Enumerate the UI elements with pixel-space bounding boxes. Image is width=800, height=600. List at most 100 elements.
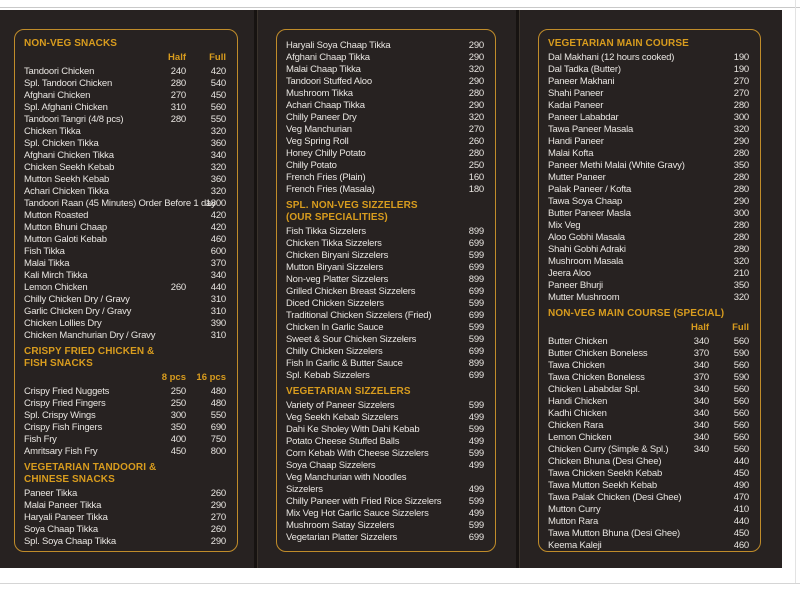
item-price-full: 440 — [733, 456, 749, 467]
item-name: Mutton Bhuni Chaap — [24, 222, 108, 233]
item-name: Diced Chicken Sizzelers — [286, 298, 384, 309]
panel-fold-divider-highlight — [519, 10, 520, 568]
menu-item-row: Malai Chaap Tikka 320 — [286, 64, 484, 76]
item-name: Kadai Paneer — [548, 100, 604, 111]
item-name: Handi Chicken — [548, 396, 608, 407]
menu-item-row: Variety of Paneer Sizzelers 599 — [286, 400, 484, 412]
item-name: Aloo Gobhi Masala — [548, 232, 625, 243]
menu-item-row: Spl. Soya Chaap Tikka 290 — [24, 536, 226, 548]
item-name: Veg Manchurian with Noodles — [286, 472, 407, 483]
item-price-full: 310 — [210, 330, 226, 341]
menu-item-row: Mix Veg 280 — [548, 220, 749, 232]
item-name: Kali Mirch Tikka — [24, 270, 88, 281]
item-price-full: 560 — [733, 360, 749, 371]
menu-items-list: Crispy Fried Nuggets 250 480 Crispy Fried F… — [24, 386, 226, 458]
menu-item-row: Chicken Manchurian Dry / Gravy 310 — [24, 330, 226, 342]
menu-item-row: Tandoori Stuffed Aloo 290 — [286, 76, 484, 88]
menu-item-row: Paneer Tikka 260 — [24, 488, 226, 500]
item-name: Mutton Biryani Sizzelers — [286, 262, 384, 273]
item-name: Chilly Paneer with Fried Rice Sizzelers — [286, 496, 442, 507]
item-price-full: 290 — [733, 136, 749, 147]
menu-item-row: Traditional Chicken Sizzelers (Fried) 699 — [286, 310, 484, 322]
item-price-half: 340 — [693, 408, 709, 419]
menu-sheet: NON-VEG SNACKS Half Full Tandoori Chicken 24… — [0, 10, 782, 568]
item-price-full: 590 — [733, 348, 749, 359]
item-price-full: 560 — [733, 420, 749, 431]
item-name: French Fries (Masala) — [286, 184, 375, 195]
item-name: Grilled Chicken Breast Sizzelers — [286, 286, 416, 297]
item-price-full: 599 — [468, 400, 484, 411]
item-price-full: 390 — [210, 318, 226, 329]
item-name: Honey Chilly Potato — [286, 148, 366, 159]
item-price-full: 250 — [468, 160, 484, 171]
menu-item-row: Tandoori Raan (45 Minutes) Order Before … — [24, 198, 226, 210]
menu-item-row: Butter Chicken 340 560 — [548, 336, 749, 348]
item-name: Tawa Mutton Seekh Kebab — [548, 480, 657, 491]
menu-item-row: Handi Paneer 290 — [548, 136, 749, 148]
item-price-half: 450 — [170, 446, 186, 457]
menu-section: NON-VEG SNACKS Half Full Tandoori Chicken 24… — [24, 38, 226, 342]
item-price-full: 290 — [468, 100, 484, 111]
item-price-full: 280 — [733, 244, 749, 255]
menu-item-row: Mushroom Tikka 280 — [286, 88, 484, 100]
price-column-header-half: Half — [168, 52, 186, 63]
item-price-full: 599 — [468, 334, 484, 345]
menu-item-row: Malai Kofta 280 — [548, 148, 749, 160]
item-price-full: 699 — [468, 286, 484, 297]
item-name: Soya Chaap Tikka — [24, 524, 98, 535]
item-price-full: 410 — [733, 504, 749, 515]
menu-item-row: Shahi Paneer 270 — [548, 88, 749, 100]
item-price-full: 160 — [468, 172, 484, 183]
price-column-header-full: Full — [209, 52, 226, 63]
item-price-half: 340 — [693, 420, 709, 431]
item-price-full: 699 — [468, 310, 484, 321]
item-name: Chicken Curry (Simple & Spl.) — [548, 444, 669, 455]
item-price-full: 560 — [733, 336, 749, 347]
item-price-half: 250 — [170, 398, 186, 409]
menu-item-row: Mutton Curry 410 — [548, 504, 749, 516]
menu-item-row: Chilly Chicken Sizzelers 699 — [286, 346, 484, 358]
item-price-full: 420 — [210, 222, 226, 233]
item-price-half: 370 — [693, 348, 709, 359]
item-name: Dal Tadka (Butter) — [548, 64, 621, 75]
item-price-full: 260 — [468, 136, 484, 147]
menu-items-list: Haryali Soya Chaap Tikka 290 Afghani Chaap… — [286, 40, 484, 196]
item-price-full: 480 — [210, 398, 226, 409]
item-name: French Fries (Plain) — [286, 172, 366, 183]
item-name: Spl. Kebab Sizzelers — [286, 370, 370, 381]
menu-section: VEGETARIAN SIZZELERS Variety of Paneer Si… — [286, 386, 484, 544]
panel-fold-divider — [254, 10, 257, 568]
item-price-full: 460 — [733, 540, 749, 551]
item-price-full: 499 — [468, 436, 484, 447]
menu-item-row: Honey Chilly Potato 280 — [286, 148, 484, 160]
item-name: Mushroom Masala — [548, 256, 624, 267]
menu-item-row: Chilly Paneer with Fried Rice Sizzelers 5… — [286, 496, 484, 508]
section-header: NON-VEG MAIN COURSE (SPECIAL) — [548, 308, 725, 319]
item-price-full: 899 — [468, 358, 484, 369]
item-price-full: 280 — [733, 184, 749, 195]
item-price-full: 360 — [210, 174, 226, 185]
item-name: Chicken In Garlic Sauce — [286, 322, 384, 333]
item-name: Mix Veg — [548, 220, 581, 231]
item-price-full: 310 — [210, 294, 226, 305]
menu-item-row: Sizzelers 499 — [286, 484, 484, 496]
item-price-full: 560 — [733, 432, 749, 443]
item-price-full: 270 — [468, 124, 484, 135]
item-price-full: 320 — [210, 162, 226, 173]
item-name: Mutton Seekh Kebab — [24, 174, 110, 185]
menu-items-list: Tandoori Chicken 240 420 Spl. Tandoori Chic… — [24, 66, 226, 342]
menu-section: VEGETARIAN TANDOORI & CHINESE SNACKS Panee… — [24, 462, 226, 548]
menu-item-row: Veg Manchurian 270 — [286, 124, 484, 136]
menu-items-list: Variety of Paneer Sizzelers 599 Veg Seekh … — [286, 400, 484, 544]
menu-items-list: Paneer Tikka 260 Malai Paneer Tikka 290 Hary… — [24, 488, 226, 548]
item-price-full: 260 — [210, 488, 226, 499]
menu-item-row: Mushroom Satay Sizzelers 599 — [286, 520, 484, 532]
item-name: Veg Seekh Kebab Sizzelers — [286, 412, 399, 423]
menu-item-row: Tawa Palak Chicken (Desi Ghee) 470 — [548, 492, 749, 504]
item-name: Chilly Chicken Sizzelers — [286, 346, 383, 357]
item-price-full: 280 — [733, 148, 749, 159]
panel-fold-divider-highlight — [257, 10, 258, 568]
item-name: Afghani Chaap Tikka — [286, 52, 370, 63]
menu-item-row: Paneer Bhurji 350 — [548, 280, 749, 292]
